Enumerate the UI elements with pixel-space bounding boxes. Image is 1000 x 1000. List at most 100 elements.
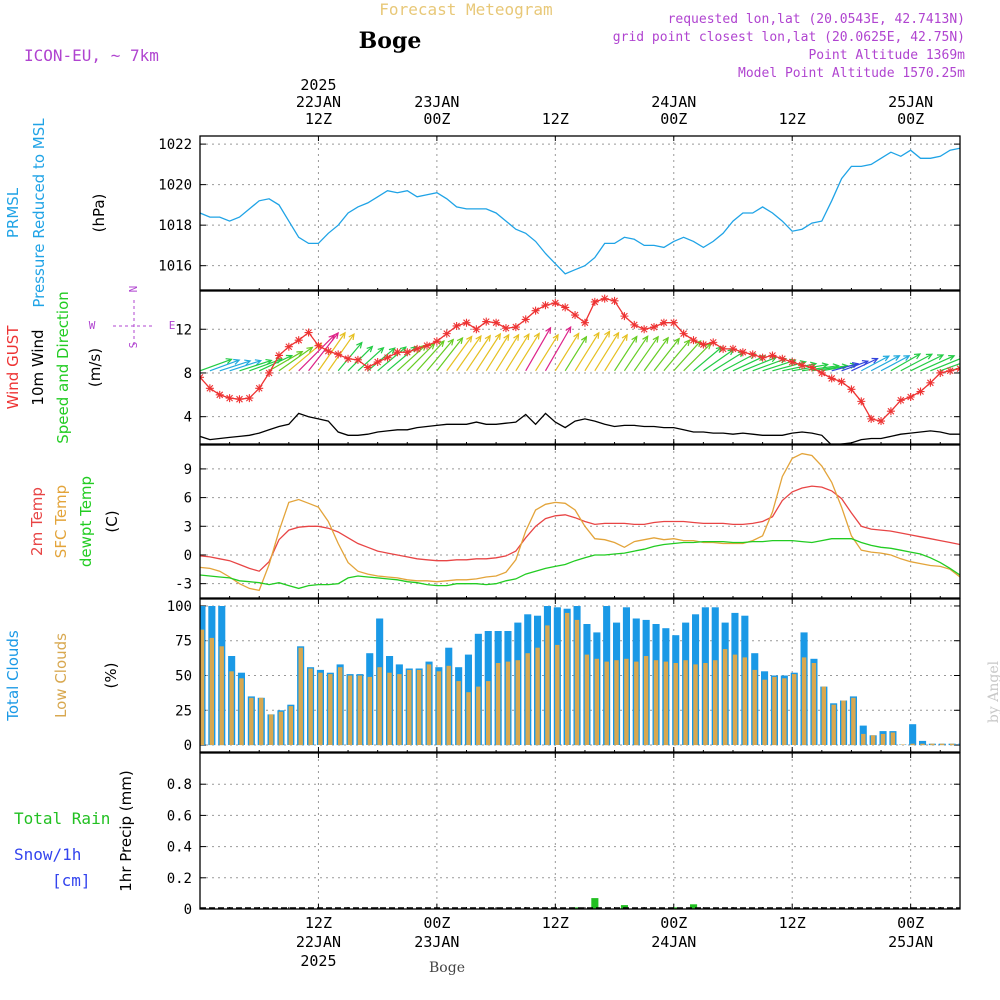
wind-arrow-head xyxy=(948,355,956,361)
low-clouds-bar xyxy=(693,664,698,746)
wind-arrow-head xyxy=(475,334,482,343)
grid-coords: grid point closest lon,lat (20.0625E, 42… xyxy=(613,30,965,45)
wind-arrow-shaft xyxy=(268,351,303,372)
panel-label: 10m Wind xyxy=(29,329,47,405)
wind-arrow-head xyxy=(466,335,473,343)
low-clouds-bar xyxy=(565,612,570,745)
wind-arrow-shaft xyxy=(959,370,960,371)
SFC Temp-line xyxy=(200,452,960,592)
gust-marker xyxy=(442,329,451,338)
wind-arrow-shaft xyxy=(367,347,396,372)
gust-marker xyxy=(689,336,698,345)
gust-marker xyxy=(235,395,244,404)
wind-arrow-shaft xyxy=(465,335,491,372)
wind-arrow-shaft xyxy=(890,353,921,372)
wind-arrow-shaft xyxy=(209,359,240,372)
gust-marker xyxy=(926,378,935,387)
low-clouds-bar xyxy=(574,619,580,746)
low-clouds-bar xyxy=(584,654,590,745)
location-title: Boge xyxy=(359,28,422,54)
wind-arrow-shaft xyxy=(910,354,944,372)
precip-panel: 0 0.2 0.4 0.6 0.8 1hr Precip (mm) Total Rain Sn… xyxy=(14,752,961,918)
wind-arrow-head xyxy=(513,333,520,341)
gust-marker xyxy=(462,318,471,327)
gust-marker xyxy=(847,385,856,394)
time-label-top: 2025 xyxy=(300,76,336,94)
low-clouds-bar xyxy=(742,657,747,745)
low-clouds-bar xyxy=(772,676,777,746)
wind-arrow-head xyxy=(593,331,600,339)
wind-arrow-head xyxy=(925,353,934,360)
low-clouds-bar xyxy=(515,660,520,745)
gust-marker xyxy=(255,384,264,393)
low-clouds-bar xyxy=(614,660,619,745)
pressure-panel: 1016 1018 1020 1022 PRMSL Pressure Reduced to… xyxy=(4,118,961,308)
panel-label: Wind GUST xyxy=(4,325,22,410)
Wind GUST-line xyxy=(200,297,960,422)
gust-marker xyxy=(778,354,787,363)
low-clouds-bar xyxy=(268,714,274,745)
gust-marker xyxy=(798,361,807,370)
y-tick-label: 12 xyxy=(175,322,192,338)
watermark: by Angel xyxy=(986,660,1000,723)
time-label-bottom: 00Z xyxy=(423,914,450,932)
panel-label: Total Clouds xyxy=(4,630,22,722)
y-tick-label: 6 xyxy=(184,491,192,507)
y-tick-label: 1016 xyxy=(158,259,192,275)
y-tick-label: 9 xyxy=(184,462,192,478)
total-rain-bar xyxy=(591,898,599,909)
wind-arrow-head xyxy=(580,335,588,343)
time-label-top: 25JAN xyxy=(888,93,933,111)
wind-arrow-shaft xyxy=(426,339,454,372)
plot-area xyxy=(200,606,960,746)
wind-arrow-shaft xyxy=(851,358,878,372)
y-tick-label: 8 xyxy=(184,366,192,382)
low-clouds-bar xyxy=(663,661,669,746)
wind-arrow-head xyxy=(225,358,233,365)
gust-marker xyxy=(946,366,955,375)
low-clouds-bar xyxy=(792,674,797,745)
low-clouds-bar xyxy=(407,669,412,745)
low-clouds-bar xyxy=(732,654,738,745)
wind-arrow-shaft xyxy=(446,336,473,372)
wind-arrow-shaft xyxy=(554,333,580,372)
wind-arrow-shaft xyxy=(397,344,427,372)
panel-frame xyxy=(199,752,961,910)
wind-arrow-shaft xyxy=(200,358,232,372)
wind-arrow-head xyxy=(652,335,659,343)
low-clouds-bar xyxy=(209,637,214,745)
gust-marker xyxy=(709,338,718,347)
time-label-bottom: 2025 xyxy=(300,952,336,970)
gust-marker xyxy=(817,368,826,377)
gust-marker xyxy=(590,297,599,306)
wind-arrow-shaft xyxy=(614,336,638,372)
gust-marker xyxy=(551,299,560,308)
wind-arrow-shaft xyxy=(219,360,251,372)
gust-marker xyxy=(906,393,915,402)
gust-marker xyxy=(541,301,550,310)
wind-arrow-shaft xyxy=(604,334,628,372)
low-clouds-bar xyxy=(200,629,205,745)
gust-marker xyxy=(363,363,372,372)
wind-arrow-shaft xyxy=(515,333,540,372)
wind-arrow-head xyxy=(978,359,984,364)
low-clouds-bar xyxy=(249,697,254,746)
wind-arrow-head xyxy=(903,355,911,361)
low-clouds-bar xyxy=(535,647,540,746)
y-tick-label: 0.8 xyxy=(167,777,192,793)
wind-arrow-shaft xyxy=(623,335,649,372)
gust-marker xyxy=(432,337,441,346)
panel-label: Pressure Reduced to MSL xyxy=(30,118,48,308)
gust-marker xyxy=(383,353,392,362)
wind-arrow-shaft xyxy=(920,355,955,372)
gust-marker xyxy=(857,397,866,406)
low-clouds-bar xyxy=(446,665,451,746)
wind-arrow-shaft xyxy=(663,339,691,372)
panel-label: (C) xyxy=(103,510,121,532)
gust-marker xyxy=(265,368,274,377)
wind-arrow-head xyxy=(356,341,363,349)
gust-marker xyxy=(205,384,214,393)
wind-arrow-head xyxy=(296,350,304,357)
low-clouds-bar xyxy=(870,735,876,745)
